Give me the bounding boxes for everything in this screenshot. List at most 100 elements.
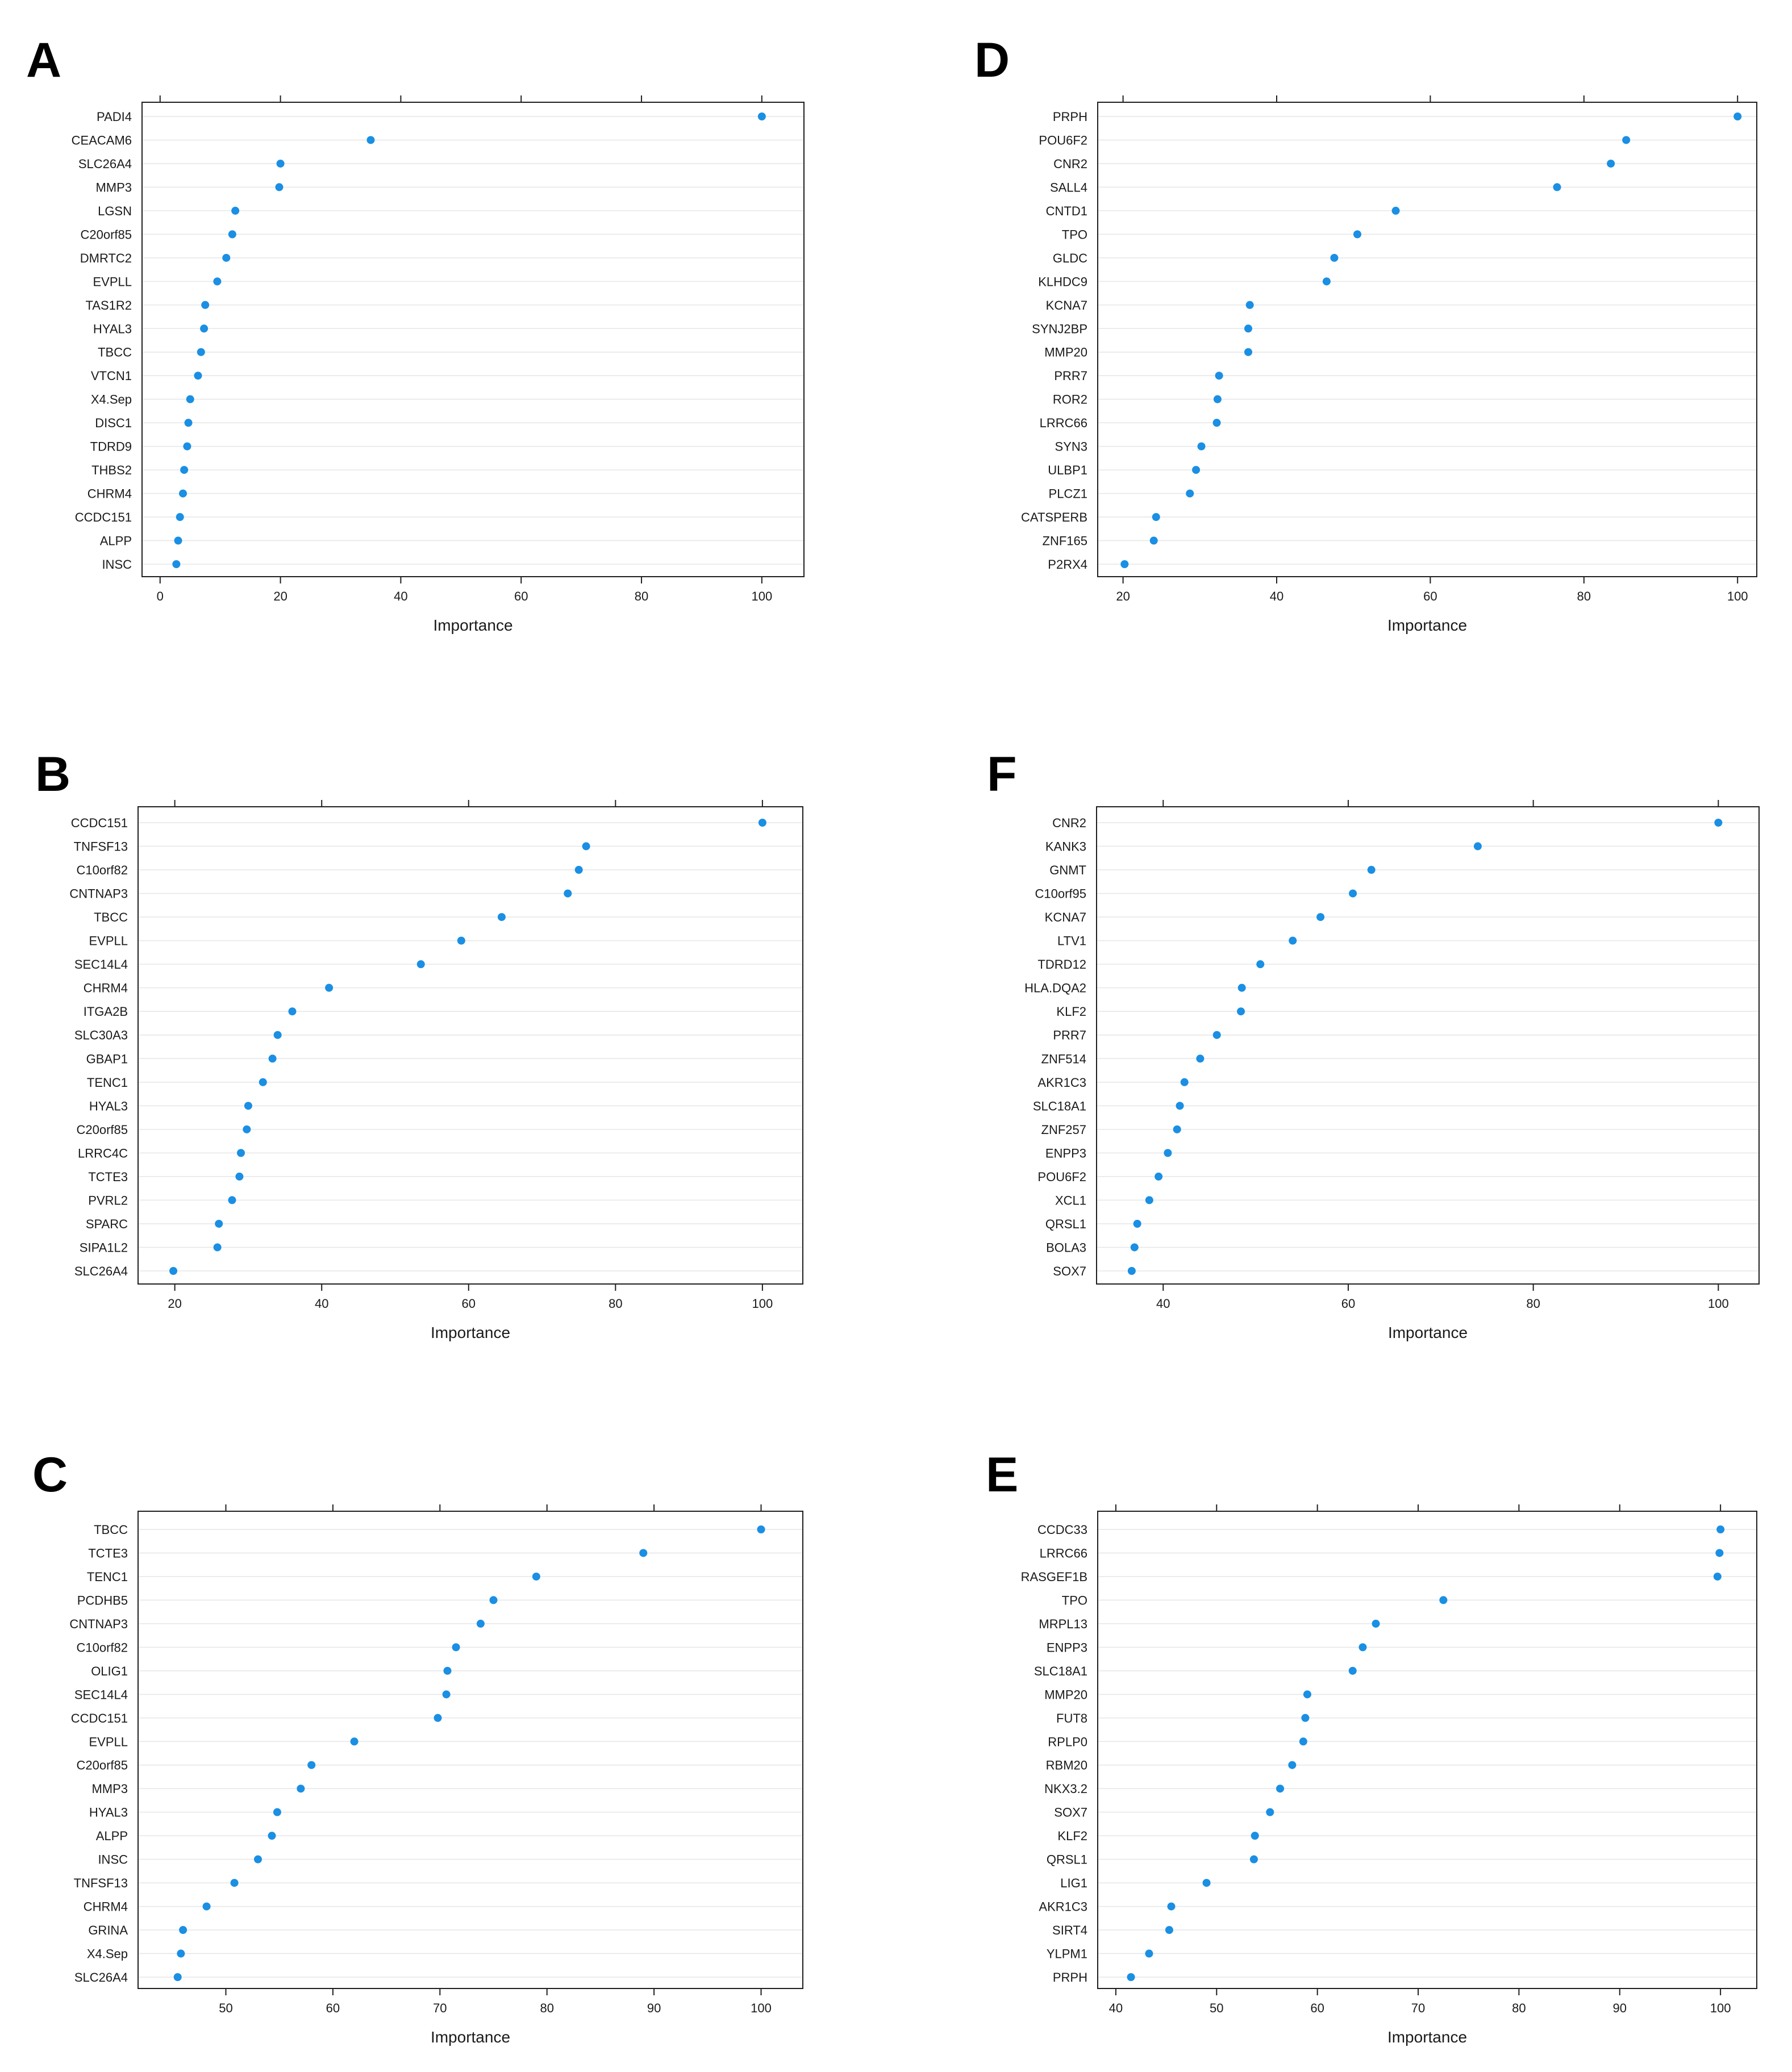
- gene-label: KCNA7: [1046, 298, 1087, 312]
- importance-dot: [1180, 1078, 1189, 1086]
- gene-label: GBAP1: [86, 1052, 128, 1066]
- x-axis-title: Importance: [431, 1324, 510, 1341]
- gene-label: KLHDC9: [1038, 274, 1087, 289]
- importance-dot: [259, 1078, 267, 1086]
- importance-dot: [254, 1855, 262, 1863]
- gene-label: C10orf82: [76, 1640, 128, 1654]
- x-tick-label: 80: [1526, 1296, 1540, 1311]
- importance-dot: [179, 489, 187, 498]
- gene-label: C20orf85: [76, 1123, 128, 1137]
- plot-frame: [1097, 102, 1757, 577]
- gene-label: NKX3.2: [1044, 1782, 1087, 1796]
- gene-label: X4.Sep: [87, 1947, 128, 1961]
- gene-label: TCTE3: [88, 1170, 128, 1184]
- importance-dot: [288, 1007, 297, 1016]
- importance-dot: [350, 1737, 359, 1746]
- gene-label: PRPH: [1053, 110, 1087, 124]
- gene-label: CNR2: [1052, 816, 1086, 830]
- importance-dot: [1133, 1219, 1141, 1228]
- gene-label: X4.Sep: [91, 393, 132, 407]
- importance-dot: [1256, 960, 1265, 969]
- gene-label: CHRM4: [87, 487, 132, 501]
- importance-dot: [532, 1572, 540, 1581]
- gene-label: SALL4: [1050, 180, 1087, 194]
- x-tick-label: 100: [752, 589, 773, 603]
- gene-label: TAS1R2: [85, 298, 132, 312]
- importance-dot: [1165, 1926, 1173, 1935]
- importance-dot: [1353, 230, 1361, 239]
- gene-label: MRPL13: [1039, 1617, 1087, 1631]
- plot-frame: [137, 1511, 803, 1989]
- gene-label: CNTD1: [1046, 204, 1087, 218]
- x-axis-title: Importance: [431, 2028, 510, 2046]
- importance-dot: [1299, 1737, 1307, 1746]
- importance-dot: [1276, 1785, 1285, 1793]
- importance-dot: [1155, 1172, 1163, 1181]
- gene-label: CATSPERB: [1021, 510, 1087, 524]
- gene-label: CHRM4: [84, 981, 128, 995]
- gene-label: POU6F2: [1039, 133, 1087, 147]
- gene-label: RPLP0: [1048, 1735, 1087, 1749]
- x-tick-label: 60: [326, 2001, 340, 2015]
- gene-label: QRSL1: [1047, 1853, 1087, 1867]
- importance-dot: [172, 560, 181, 568]
- gene-label: MMP20: [1044, 1687, 1087, 1702]
- x-tick-label: 40: [1109, 2001, 1123, 2015]
- importance-dot: [434, 1714, 442, 1722]
- gene-label: SEC14L4: [74, 957, 128, 972]
- importance-dot: [231, 206, 240, 215]
- gene-label: SLC26A4: [78, 157, 132, 171]
- importance-dot: [1145, 1196, 1153, 1204]
- gene-label: ZNF514: [1041, 1052, 1086, 1066]
- gene-label: DISC1: [95, 416, 132, 430]
- gene-label: C10orf82: [76, 863, 128, 877]
- importance-dot: [457, 936, 465, 945]
- importance-dot: [244, 1102, 252, 1110]
- importance-dot: [202, 1902, 211, 1911]
- importance-dot: [564, 889, 572, 898]
- gene-label: TPO: [1062, 227, 1087, 241]
- importance-dot: [1249, 1855, 1258, 1863]
- importance-dot: [173, 1973, 182, 1981]
- gene-label: XCL1: [1055, 1193, 1086, 1207]
- importance-dot: [180, 466, 189, 474]
- gene-label: HYAL3: [89, 1806, 128, 1820]
- x-tick-label: 60: [1341, 1296, 1355, 1311]
- gene-label: ROR2: [1053, 393, 1087, 407]
- x-tick-label: 80: [609, 1296, 622, 1311]
- importance-dot: [268, 1832, 276, 1840]
- importance-dot: [1130, 1243, 1139, 1252]
- importance-dot: [1212, 1031, 1221, 1039]
- importance-dot: [235, 1172, 244, 1181]
- gene-label: KANK3: [1045, 840, 1086, 854]
- gene-label: SPARC: [86, 1217, 128, 1231]
- x-tick-label: 20: [273, 589, 287, 603]
- x-tick-label: 20: [1116, 589, 1130, 603]
- gene-label: TCTE3: [88, 1546, 128, 1560]
- importance-dot: [1120, 560, 1129, 568]
- gene-label: PRR7: [1053, 1028, 1086, 1043]
- gene-label: AKR1C3: [1037, 1075, 1086, 1090]
- gene-label: TDRD9: [90, 440, 132, 454]
- x-tick-label: 100: [752, 1296, 773, 1311]
- importance-dot: [275, 183, 284, 191]
- gene-label: SEC14L4: [74, 1687, 128, 1702]
- gene-label: LIG1: [1060, 1876, 1087, 1890]
- gene-label: GLDC: [1053, 251, 1087, 265]
- importance-dot: [236, 1149, 245, 1157]
- importance-dot: [1622, 136, 1631, 144]
- importance-dot: [1145, 1949, 1153, 1958]
- importance-dot: [183, 442, 191, 451]
- gene-label: SLC30A3: [74, 1028, 128, 1043]
- gene-label: ALPP: [100, 534, 132, 548]
- x-tick-label: 60: [514, 589, 528, 603]
- gene-label: P2RX4: [1048, 557, 1087, 572]
- importance-dot: [1367, 866, 1376, 874]
- x-tick-label: 0: [157, 589, 164, 603]
- importance-dot: [228, 230, 236, 239]
- importance-dot: [1245, 301, 1254, 309]
- x-tick-label: 50: [219, 2001, 232, 2015]
- importance-dot: [213, 1243, 222, 1252]
- gene-label: EVPLL: [89, 1735, 128, 1749]
- importance-dot: [276, 159, 285, 168]
